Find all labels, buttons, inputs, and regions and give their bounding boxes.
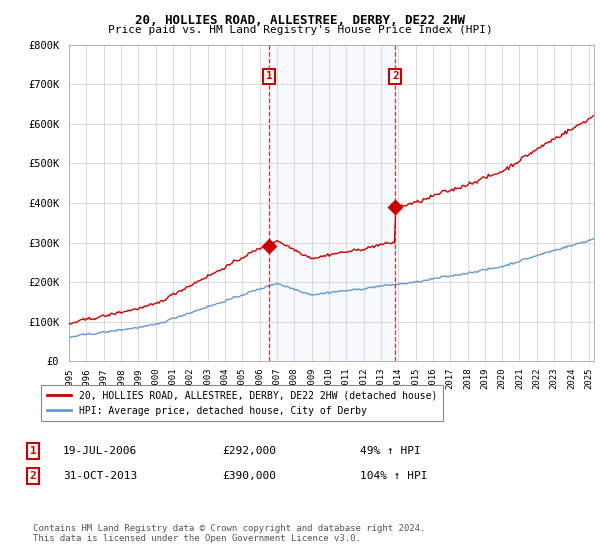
Text: Contains HM Land Registry data © Crown copyright and database right 2024.
This d: Contains HM Land Registry data © Crown c…	[33, 524, 425, 543]
Text: 1: 1	[29, 446, 37, 456]
Text: 2: 2	[29, 471, 37, 481]
Text: 49% ↑ HPI: 49% ↑ HPI	[360, 446, 421, 456]
Text: £390,000: £390,000	[222, 471, 276, 481]
Text: 104% ↑ HPI: 104% ↑ HPI	[360, 471, 427, 481]
Bar	[269, 45, 395, 361]
Text: £292,000: £292,000	[222, 446, 276, 456]
Text: 2: 2	[392, 72, 398, 81]
Text: 20, HOLLIES ROAD, ALLESTREE, DERBY, DE22 2HW: 20, HOLLIES ROAD, ALLESTREE, DERBY, DE22…	[135, 14, 465, 27]
Text: 19-JUL-2006: 19-JUL-2006	[63, 446, 137, 456]
Text: 31-OCT-2013: 31-OCT-2013	[63, 471, 137, 481]
Legend: 20, HOLLIES ROAD, ALLESTREE, DERBY, DE22 2HW (detached house), HPI: Average pric: 20, HOLLIES ROAD, ALLESTREE, DERBY, DE22…	[41, 385, 443, 422]
Text: 1: 1	[266, 72, 272, 81]
Text: Price paid vs. HM Land Registry's House Price Index (HPI): Price paid vs. HM Land Registry's House …	[107, 25, 493, 35]
